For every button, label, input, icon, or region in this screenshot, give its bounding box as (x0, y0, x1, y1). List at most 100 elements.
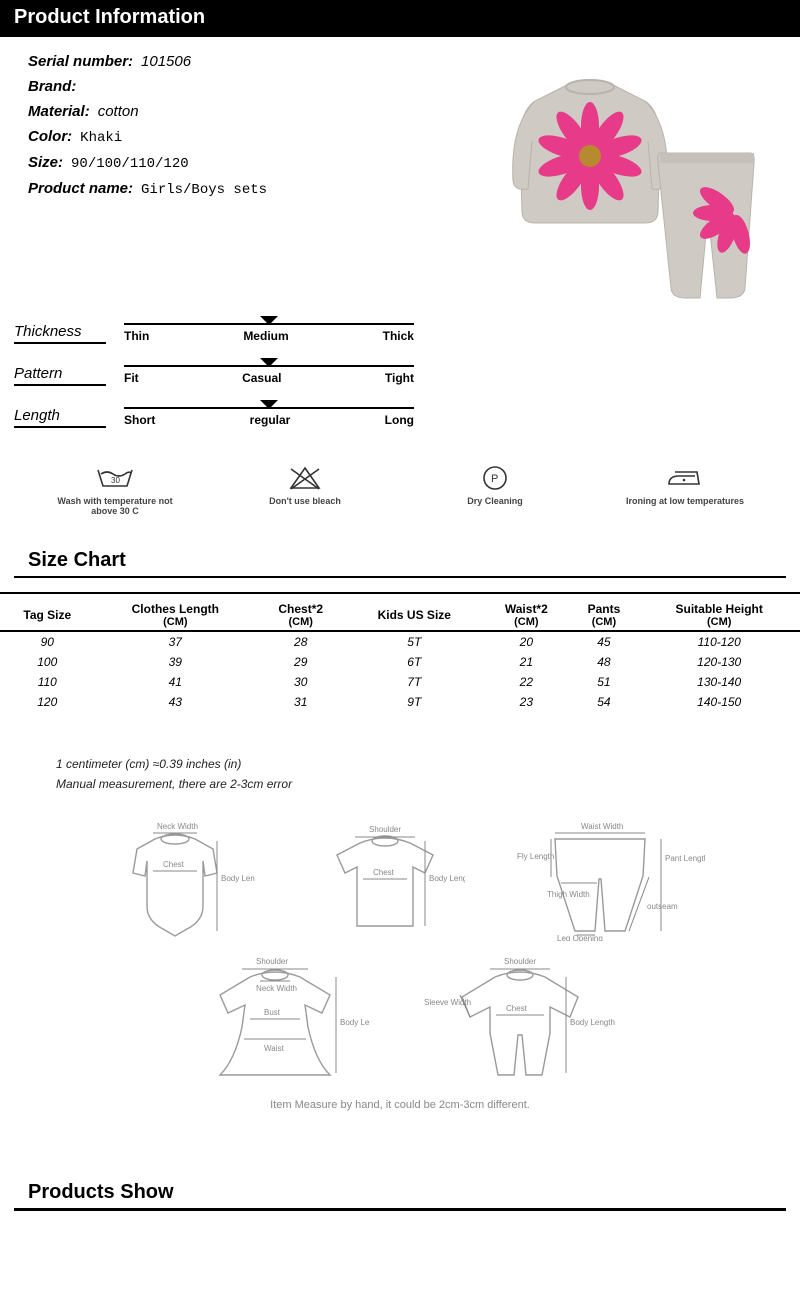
tick: Long (385, 413, 414, 427)
diagram-jumpsuit: Shoulder Sleeve Width Chest Body Length (420, 955, 620, 1085)
table-cell: 48 (569, 652, 638, 672)
label: Color: (28, 128, 72, 145)
label: Serial number: (28, 53, 133, 70)
no-bleach-icon (287, 463, 323, 493)
table-cell: 21 (483, 652, 569, 672)
table-cell: 28 (256, 631, 345, 652)
svg-text:Body Length: Body Length (429, 874, 465, 883)
product-info-header: Product Information (0, 0, 800, 37)
label: Material: (28, 103, 90, 120)
svg-text:Sleeve Width: Sleeve Width (424, 998, 471, 1007)
svg-text:Body Length: Body Length (570, 1018, 615, 1027)
table-cell: 140-150 (638, 692, 800, 712)
wash-30-icon: 30 (95, 463, 135, 493)
table-cell: 7T (345, 672, 483, 692)
table-cell: 39 (95, 652, 257, 672)
table-cell: 110-120 (638, 631, 800, 652)
field-size: Size: 90/100/110/120 (28, 154, 480, 172)
diagram-onesie: Neck Width Chest Body Length (95, 821, 255, 941)
product-fields: Serial number: 101506 Brand: Material: c… (28, 53, 480, 313)
svg-text:Fly Length: Fly Length (517, 852, 554, 861)
slider-track: Thin Medium Thick (124, 319, 414, 347)
col-chest: Chest*2(CM) (256, 593, 345, 631)
care-dry-clean: P Dry Cleaning (435, 463, 555, 517)
svg-text:Shoulder: Shoulder (256, 957, 288, 966)
tick: Thick (383, 329, 414, 343)
table-cell: 41 (95, 672, 257, 692)
tick: regular (250, 413, 291, 427)
value: 90/100/110/120 (71, 156, 189, 172)
table-cell: 5T (345, 631, 483, 652)
field-product-name: Product name: Girls/Boys sets (28, 180, 480, 198)
field-brand: Brand: (28, 78, 480, 95)
product-info-body: Serial number: 101506 Brand: Material: c… (0, 37, 800, 319)
product-image (490, 53, 780, 313)
iron-low-icon (665, 463, 705, 493)
table-cell: 9T (345, 692, 483, 712)
table-cell: 31 (256, 692, 345, 712)
table-cell: 51 (569, 672, 638, 692)
measurement-diagrams: Neck Width Chest Body Length Shoulder Ch… (0, 813, 800, 1131)
label: Size: (28, 154, 63, 171)
care-no-bleach: Don't use bleach (245, 463, 365, 517)
table-cell: 23 (483, 692, 569, 712)
value: Girls/Boys sets (141, 182, 267, 198)
value: Khaki (80, 130, 122, 146)
slider-label: Pattern (14, 365, 106, 386)
svg-text:Body Length: Body Length (221, 874, 255, 883)
label: Product name: (28, 180, 133, 197)
table-cell: 54 (569, 692, 638, 712)
tick: Medium (243, 329, 288, 343)
table-cell: 120 (0, 692, 95, 712)
tick: Fit (124, 371, 139, 385)
col-us-size: Kids US Size (345, 593, 483, 631)
svg-text:Chest: Chest (163, 860, 185, 869)
field-serial: Serial number: 101506 (28, 53, 480, 70)
table-cell: 22 (483, 672, 569, 692)
table-row: 9037285T2045110-120 (0, 631, 800, 652)
svg-text:30: 30 (111, 476, 120, 485)
col-tag-size: Tag Size (0, 593, 95, 631)
slider-pattern: Pattern Fit Casual Tight (14, 361, 780, 389)
col-pants: Pants(CM) (569, 593, 638, 631)
slider-track: Short regular Long (124, 403, 414, 431)
table-cell: 130-140 (638, 672, 800, 692)
diagram-tshirt: Shoulder Chest Body Length (305, 821, 465, 941)
slider-pointer-icon (260, 316, 278, 325)
table-row: 11041307T2251130-140 (0, 672, 800, 692)
tick: Thin (124, 329, 149, 343)
table-cell: 120-130 (638, 652, 800, 672)
svg-text:Neck Width: Neck Width (157, 822, 198, 831)
tick: Casual (242, 371, 281, 385)
size-chart-table: Tag Size Clothes Length(CM) Chest*2(CM) … (0, 592, 800, 712)
diagram-pants: Waist Width Fly Length Thigh Width Leg O… (515, 821, 705, 941)
table-cell: 100 (0, 652, 95, 672)
svg-text:P: P (491, 473, 498, 485)
table-row: 10039296T2148120-130 (0, 652, 800, 672)
size-chart-notes: 1 centimeter (cm) ≈0.39 inches (in) Manu… (0, 712, 800, 813)
table-cell: 20 (483, 631, 569, 652)
svg-text:Waist Width: Waist Width (581, 822, 623, 831)
slider-pointer-icon (260, 358, 278, 367)
slider-length: Length Short regular Long (14, 403, 780, 431)
table-row: 12043319T2354140-150 (0, 692, 800, 712)
svg-text:Shoulder: Shoulder (369, 825, 401, 834)
table-header-row: Tag Size Clothes Length(CM) Chest*2(CM) … (0, 593, 800, 631)
svg-text:Leg Opening: Leg Opening (557, 934, 603, 941)
diagram-caption: Item Measure by hand, it could be 2cm-3c… (270, 1099, 530, 1111)
col-waist: Waist*2(CM) (483, 593, 569, 631)
field-color: Color: Khaki (28, 128, 480, 146)
svg-text:Body Length: Body Length (340, 1018, 370, 1027)
note-line: Manual measurement, there are 2-3cm erro… (56, 774, 800, 794)
slider-label: Length (14, 407, 106, 428)
label: Brand: (28, 78, 76, 95)
care-text: Wash with temperature not above 30 C (55, 497, 175, 517)
svg-text:Thigh Width: Thigh Width (547, 890, 590, 899)
table-cell: 30 (256, 672, 345, 692)
col-height: Suitable Height(CM) (638, 593, 800, 631)
table-cell: 43 (95, 692, 257, 712)
table-cell: 90 (0, 631, 95, 652)
svg-text:Shoulder: Shoulder (504, 957, 536, 966)
table-cell: 110 (0, 672, 95, 692)
svg-text:Pant Length: Pant Length (665, 854, 705, 863)
